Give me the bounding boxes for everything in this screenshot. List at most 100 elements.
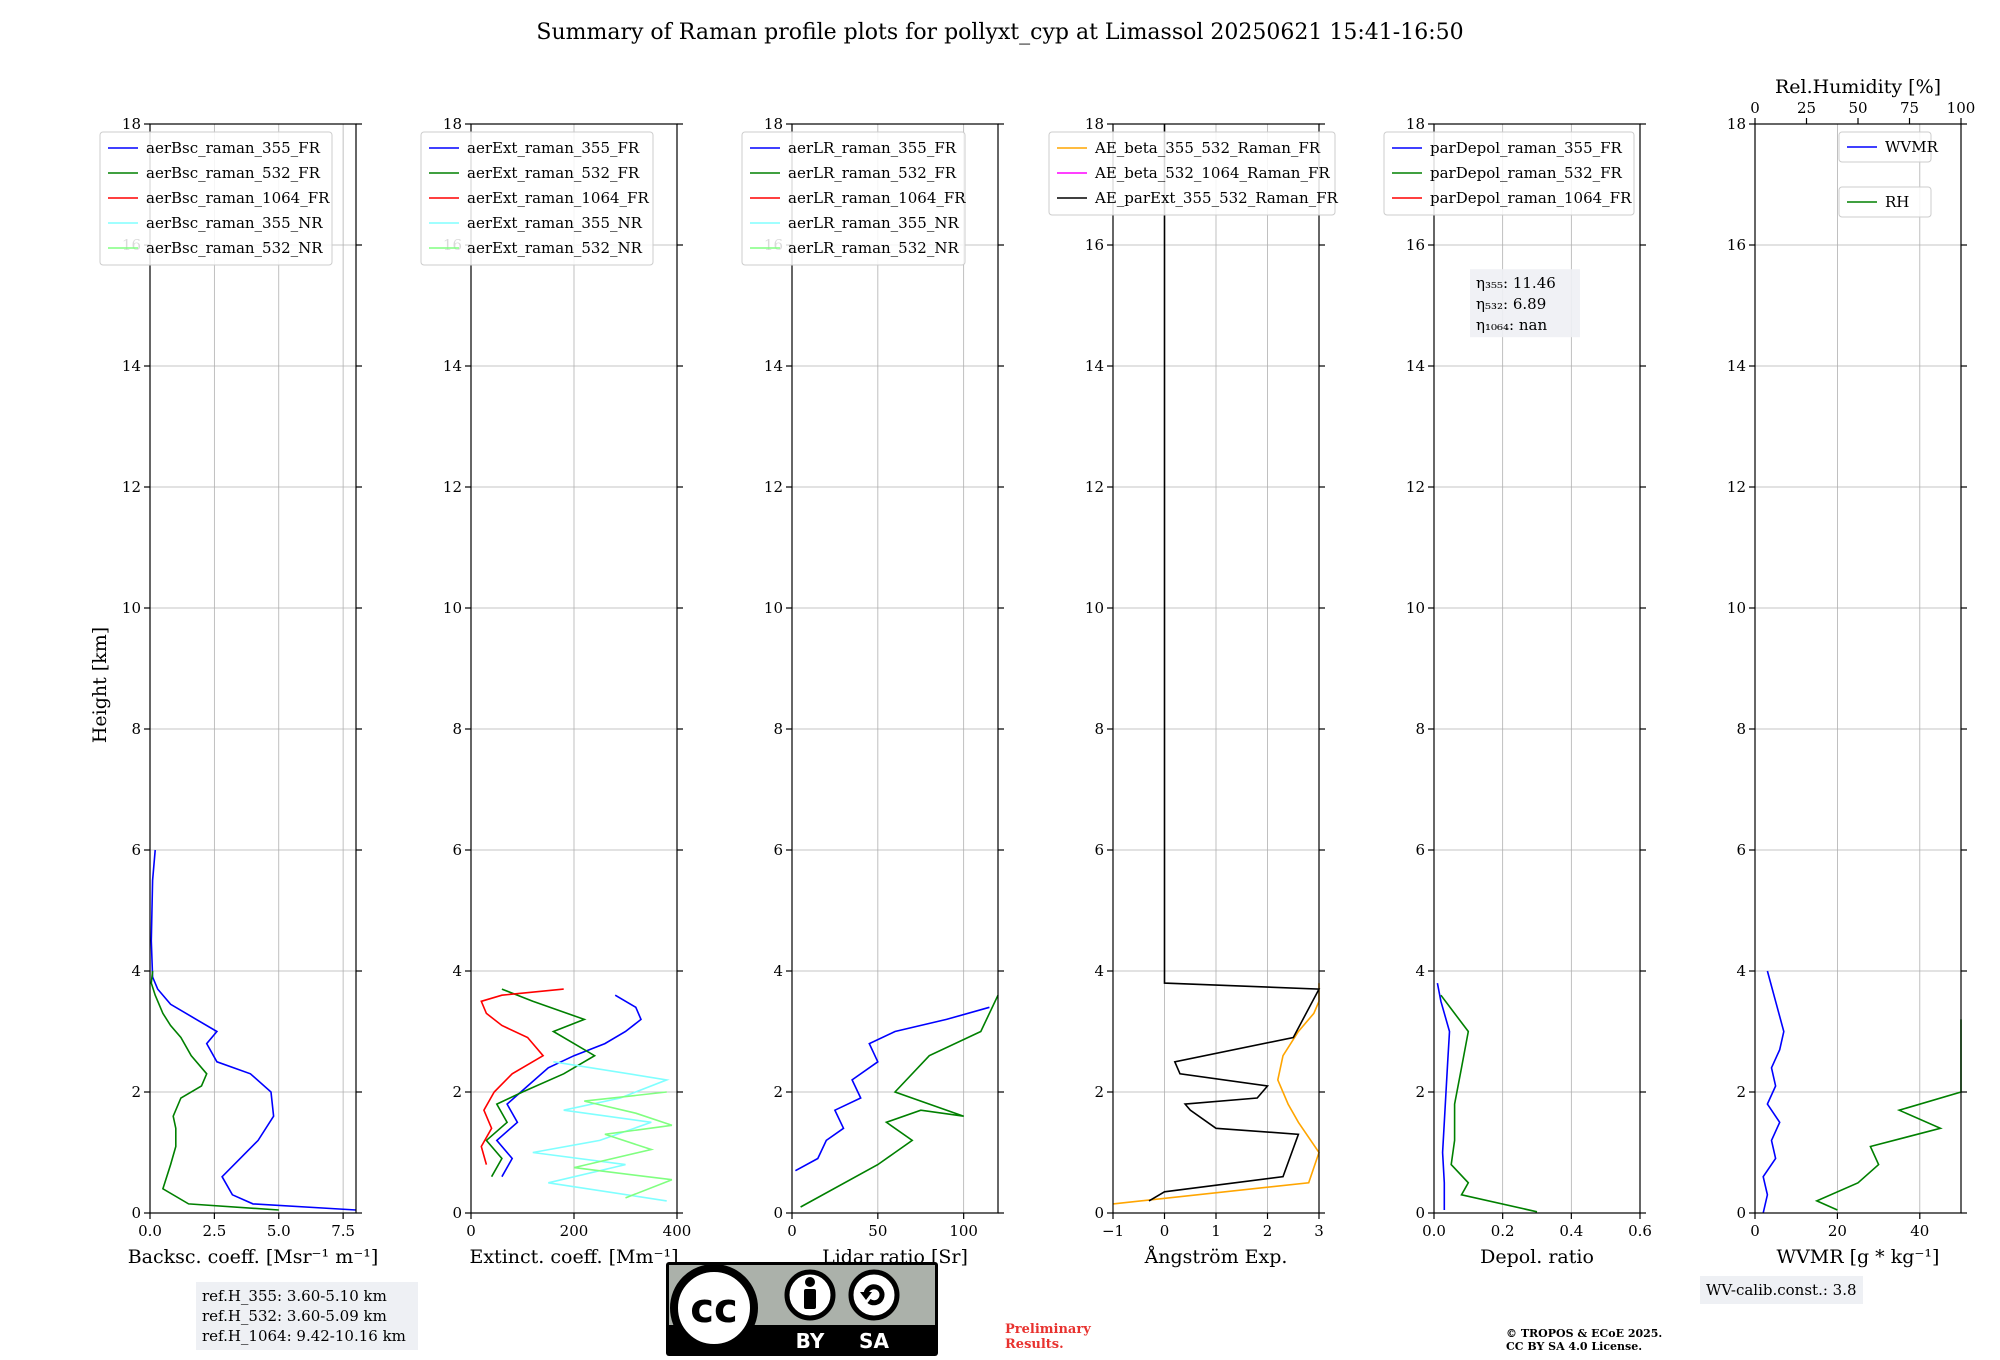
x-axis-label: Extinct. coeff. [Mm⁻¹]	[469, 1246, 678, 1268]
y-tick-label: 18	[764, 115, 783, 133]
y-tick-label: 6	[131, 841, 141, 859]
ref-height-1064: ref.H_1064: 9.42-10.16 km	[202, 1327, 406, 1345]
legend-label-WVMR: WVMR	[1885, 138, 1939, 156]
y-tick-label: 2	[131, 1083, 141, 1101]
legend: WVMR RH	[1838, 131, 1939, 218]
x-axis-label: Depol. ratio	[1480, 1246, 1594, 1268]
legend-label-RH: RH	[1885, 193, 1909, 211]
y-tick-label: 14	[122, 357, 141, 375]
legend-frame	[1838, 186, 1932, 218]
legend: aerLR_raman_355_FR aerLR_raman_532_FR aerL…	[741, 131, 966, 266]
axes-frame	[1433, 123, 1641, 1214]
x-tick-label: 3	[1314, 1222, 1324, 1240]
legend-label-AE_beta_532_1064_Raman_FR: AE_beta_532_1064_Raman_FR	[1094, 164, 1330, 182]
top-x-tick-label: 0	[1750, 99, 1760, 117]
x-tick-label: 400	[663, 1222, 692, 1240]
x-tick-label: 0	[466, 1222, 476, 1240]
legend-label-aerExt_raman_355_NR: aerExt_raman_355_NR	[467, 214, 643, 232]
series-line-aerLR_raman_532_FR	[800, 994, 999, 1208]
eta-annotation-line: η₁₀₆₄: nan	[1476, 316, 1547, 334]
y-tick-label: 10	[764, 599, 783, 617]
y-tick-label: 12	[1727, 478, 1746, 496]
x-tick-label: 0.0	[1422, 1222, 1446, 1240]
eta-annotation-line: η₃₅₅: 11.46	[1476, 274, 1556, 292]
top-x-tick-label: 75	[1900, 99, 1919, 117]
preliminary-line-1: Preliminary	[1005, 1322, 1091, 1337]
panel-ext: 0246810121416180200400Extinct. coeff. [M…	[420, 115, 692, 1268]
legend-label-aerExt_raman_1064_FR: aerExt_raman_1064_FR	[467, 189, 649, 207]
x-tick-label: 50	[868, 1222, 887, 1240]
share-alike-icon	[848, 1269, 900, 1321]
license-by-label: BY	[796, 1329, 825, 1353]
x-tick-label: 5.0	[267, 1222, 291, 1240]
y-tick-label: 10	[1085, 599, 1104, 617]
copyright-line-1: © TROPOS & ECoE 2025.	[1506, 1327, 1663, 1340]
top-x-tick-label: 25	[1797, 99, 1816, 117]
series-line-aerExt_raman_355_FR	[495, 994, 642, 1178]
legend-frame	[420, 131, 654, 266]
legend-label-aerLR_raman_1064_FR: aerLR_raman_1064_FR	[788, 189, 966, 207]
y-tick-label: 4	[1415, 962, 1425, 980]
legend-label-aerLR_raman_355_NR: aerLR_raman_355_NR	[788, 214, 959, 232]
top-x-axis-label: Rel.Humidity [%]	[1775, 76, 1941, 98]
y-tick-label: 14	[1406, 357, 1425, 375]
series-line-aerLR_raman_355_FR	[795, 1006, 990, 1172]
y-tick-label: 12	[1085, 478, 1104, 496]
y-tick-label: 2	[773, 1083, 783, 1101]
legend-frame	[1048, 131, 1336, 216]
x-tick-label: −1	[1102, 1222, 1124, 1240]
x-tick-label: 2	[1263, 1222, 1273, 1240]
preliminary-note: Preliminary Results.	[1005, 1322, 1125, 1352]
legend-frame	[1838, 131, 1932, 163]
copyright-line-2: CC BY SA 4.0 License.	[1506, 1340, 1643, 1353]
series-line-aerBsc_raman_355_FR	[150, 849, 357, 1211]
legend: parDepol_raman_355_FR parDepol_raman_532_…	[1383, 131, 1635, 216]
y-tick-label: 0	[1415, 1204, 1425, 1222]
series-line-aerExt_raman_1064_FR	[480, 988, 564, 1165]
axes-frame	[149, 123, 357, 1214]
x-tick-label: 0	[1750, 1222, 1760, 1240]
y-tick-label: 16	[1727, 236, 1746, 254]
cc-logo-icon	[670, 1264, 758, 1352]
y-tick-label: 8	[773, 720, 783, 738]
y-tick-label: 8	[452, 720, 462, 738]
x-tick-label: 200	[560, 1222, 589, 1240]
y-tick-label: 12	[122, 478, 141, 496]
y-tick-label: 12	[1406, 478, 1425, 496]
legend: AE_beta_355_532_Raman_FR AE_beta_532_1064…	[1048, 131, 1339, 216]
y-tick-label: 16	[1085, 236, 1104, 254]
y-tick-label: 12	[764, 478, 783, 496]
x-tick-label: 7.5	[331, 1222, 355, 1240]
x-tick-label: 1	[1211, 1222, 1221, 1240]
x-tick-label: 2.5	[202, 1222, 226, 1240]
y-tick-label: 10	[443, 599, 462, 617]
x-tick-label: 0.2	[1491, 1222, 1515, 1240]
legend-label-aerExt_raman_532_FR: aerExt_raman_532_FR	[467, 164, 640, 182]
series-line-aerExt_raman_355_NR	[532, 1061, 670, 1202]
x-tick-label: 0.6	[1628, 1222, 1652, 1240]
legend-frame	[741, 131, 966, 266]
wv-calibration-box: WV-calib.const.: 3.8	[1700, 1276, 1863, 1304]
y-tick-label: 6	[1094, 841, 1104, 859]
y-tick-label: 0	[1736, 1204, 1746, 1222]
top-x-tick-label: 100	[1947, 99, 1976, 117]
legend-label-aerExt_raman_355_FR: aerExt_raman_355_FR	[467, 139, 640, 157]
y-tick-label: 4	[1736, 962, 1746, 980]
legend-label-aerLR_raman_532_FR: aerLR_raman_532_FR	[788, 164, 957, 182]
x-tick-label: 0	[1160, 1222, 1170, 1240]
y-tick-label: 10	[122, 599, 141, 617]
y-tick-label: 6	[1415, 841, 1425, 859]
legend-label-aerBsc_raman_355_NR: aerBsc_raman_355_NR	[146, 214, 323, 232]
y-tick-label: 10	[1727, 599, 1746, 617]
cc-license-badge: cc BY SA	[666, 1262, 938, 1356]
x-axis-label: WVMR [g * kg⁻¹]	[1777, 1246, 1940, 1268]
y-tick-label: 0	[452, 1204, 462, 1222]
y-tick-label: 16	[1406, 236, 1425, 254]
legend-label-aerBsc_raman_532_FR: aerBsc_raman_532_FR	[146, 164, 321, 182]
y-tick-label: 0	[1094, 1204, 1104, 1222]
series-line-RH	[1814, 1019, 1962, 1211]
y-tick-label: 6	[773, 841, 783, 859]
y-tick-label: 14	[443, 357, 462, 375]
